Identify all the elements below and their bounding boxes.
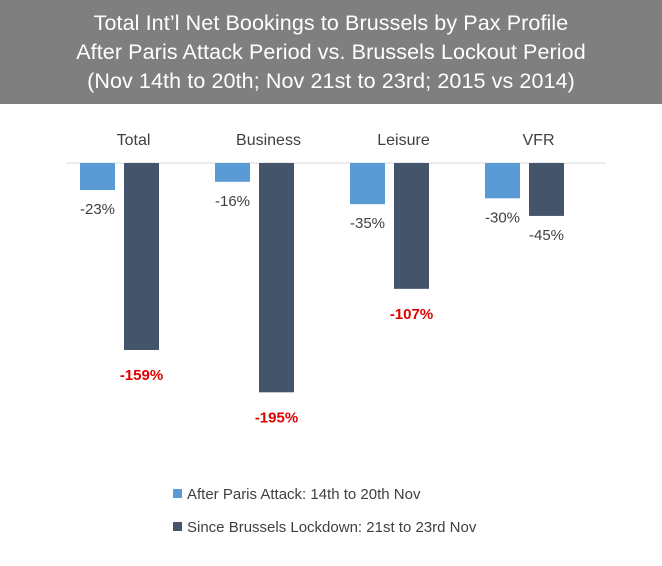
bar-chart: Total Business Leisure VFR -23% -159% -16% -19… — [66, 132, 606, 536]
legend-label-series-2: Since Brussels Lockdown: 21st to 23rd No… — [187, 519, 477, 536]
value-label-total-series-1: -23% — [80, 201, 115, 218]
bar-business-series-2 — [259, 163, 294, 393]
chart-title-line-2: After Paris Attack Period vs. Brussels L… — [76, 39, 586, 64]
category-label-vfr: VFR — [523, 132, 555, 149]
value-label-business-series-1: -16% — [215, 193, 250, 210]
bar-total-series-2 — [124, 163, 159, 350]
legend-swatch-series-2 — [173, 522, 182, 531]
legend-label-series-1: After Paris Attack: 14th to 20th Nov — [187, 486, 421, 503]
category-label-business: Business — [236, 132, 301, 149]
bar-leisure-series-1 — [350, 163, 385, 205]
value-label-leisure-series-1: -35% — [350, 215, 385, 232]
chart-title-line-1: Total Int’l Net Bookings to Brussels by … — [93, 10, 569, 35]
legend-swatch-series-1 — [173, 489, 182, 498]
bar-leisure-series-2 — [394, 163, 429, 289]
value-label-business-series-2: -195% — [255, 409, 298, 426]
chart-title-line-3: (Nov 14th to 20th; Nov 21st to 23rd; 201… — [87, 68, 575, 93]
chart-title-band: Total Int’l Net Bookings to Brussels by … — [0, 0, 662, 104]
bar-business-series-1 — [215, 163, 250, 182]
category-labels: Total Business Leisure VFR — [117, 132, 555, 149]
bar-total-series-1 — [80, 163, 115, 191]
value-label-vfr-series-1: -30% — [485, 209, 520, 226]
bars — [80, 163, 564, 393]
value-labels: -23% -159% -16% -195% -35% -107% -30% -45% — [80, 193, 564, 427]
bar-vfr-series-1 — [485, 163, 520, 199]
category-label-leisure: Leisure — [377, 132, 430, 149]
value-label-total-series-2: -159% — [120, 367, 163, 384]
legend: After Paris Attack: 14th to 20th Nov Sinc… — [173, 486, 477, 536]
bar-vfr-series-2 — [529, 163, 564, 216]
value-label-vfr-series-2: -45% — [529, 227, 564, 244]
value-label-leisure-series-2: -107% — [390, 306, 433, 323]
category-label-total: Total — [117, 132, 151, 149]
